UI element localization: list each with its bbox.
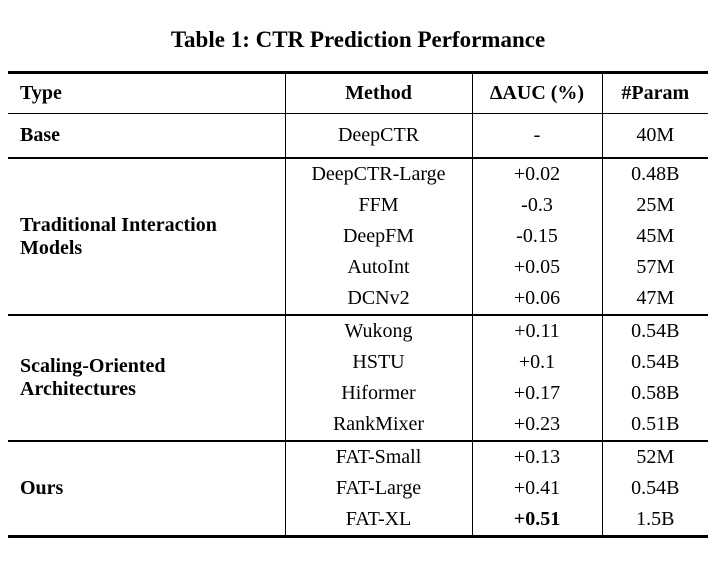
table-section: Base DeepCTR -40M	[8, 113, 708, 158]
param-cell: 52M	[601, 441, 708, 473]
type-cell: Ours	[20, 477, 64, 499]
method-cell: DeepFM	[284, 221, 472, 252]
table-section: Ours FAT-Small +0.13 52M FAT-Large +0.41 0.54B…	[8, 441, 708, 537]
table-row: FAT-Large +0.41 0.54B	[8, 473, 708, 504]
table-row: AutoInt +0.05 57M	[8, 252, 708, 283]
method-cell: RankMixer	[284, 409, 472, 441]
table-row: Ours FAT-Small +0.13 52M	[8, 441, 708, 499]
col-header-auc: ΔAUC (%)	[471, 72, 602, 114]
method-cell: Hiformer	[284, 378, 472, 409]
ctr-performance-table: Type Method ΔAUC (%) #Param Base DeepCTR -…	[8, 71, 708, 538]
param-cell: 0.54B	[601, 347, 708, 378]
method-cell: FAT-Large	[284, 473, 472, 504]
param-cell: 0.48B	[601, 158, 708, 190]
method-cell: AutoInt	[284, 252, 472, 283]
param-cell: 47M	[601, 283, 708, 315]
auc-cell: +0.41	[471, 473, 602, 504]
table-row: Hiformer +0.17 0.58B	[8, 378, 708, 409]
param-cell: 57M	[601, 252, 708, 283]
table-row: DeepFM -0.15 45M	[8, 221, 708, 252]
auc-cell: +0.17	[471, 378, 602, 409]
auc-cell: -0.3	[471, 190, 602, 221]
auc-cell: +0.23	[471, 409, 602, 441]
param-cell: 0.54B	[601, 315, 708, 347]
table-row: DCNv2 +0.06 47M	[8, 283, 708, 315]
col-header-param: #Param	[601, 72, 708, 114]
auc-cell: +0.02	[471, 158, 602, 190]
table-section: Traditional Interaction Models DeepCTR-La…	[8, 158, 708, 315]
auc-cell: +0.13	[471, 441, 602, 473]
param-cell: 1.5B	[601, 504, 708, 537]
param-cell: 40M	[601, 113, 708, 158]
auc-cell: +0.05	[471, 252, 602, 283]
col-header-method: Method	[284, 72, 472, 114]
table-row: Base DeepCTR -40M	[8, 113, 708, 158]
param-cell: 45M	[601, 221, 708, 252]
auc-cell: +0.51	[471, 504, 602, 537]
method-cell: DCNv2	[284, 283, 472, 315]
param-cell: 0.51B	[601, 409, 708, 441]
auc-cell: +0.1	[471, 347, 602, 378]
method-cell: FFM	[284, 190, 472, 221]
table-caption: Table 1: CTR Prediction Performance	[170, 27, 546, 52]
auc-cell: +0.06	[471, 283, 602, 315]
table-row: HSTU +0.1 0.54B	[8, 347, 708, 378]
auc-cell: -	[471, 113, 602, 158]
auc-cell: +0.11	[471, 315, 602, 347]
method-cell: DeepCTR	[284, 113, 472, 158]
type-cell: Scaling-Oriented Architectures	[20, 355, 166, 400]
table-row: Traditional Interaction Models DeepCTR-La…	[8, 158, 708, 259]
header-row: Type Method ΔAUC (%) #Param	[8, 72, 708, 114]
param-cell: 0.54B	[601, 473, 708, 504]
method-cell: FAT-Small	[284, 441, 472, 473]
table-row: Scaling-Oriented Architectures Wukong +0.1…	[8, 315, 708, 400]
table-row: RankMixer +0.23 0.51B	[8, 409, 708, 441]
table-row: FAT-XL +0.51 1.5B	[8, 504, 708, 537]
col-header-type: Type	[8, 72, 285, 114]
type-cell: Base	[20, 124, 60, 146]
method-cell: DeepCTR-Large	[284, 158, 472, 190]
method-cell: FAT-XL	[284, 504, 472, 537]
method-cell: Wukong	[284, 315, 472, 347]
param-cell: 25M	[601, 190, 708, 221]
table-row: FFM -0.3 25M	[8, 190, 708, 221]
table-section: Scaling-Oriented Architectures Wukong +0.1…	[8, 315, 708, 441]
auc-cell: -0.15	[471, 221, 602, 252]
param-cell: 0.58B	[601, 378, 708, 409]
type-cell: Traditional Interaction Models	[20, 213, 217, 259]
method-cell: HSTU	[284, 347, 472, 378]
